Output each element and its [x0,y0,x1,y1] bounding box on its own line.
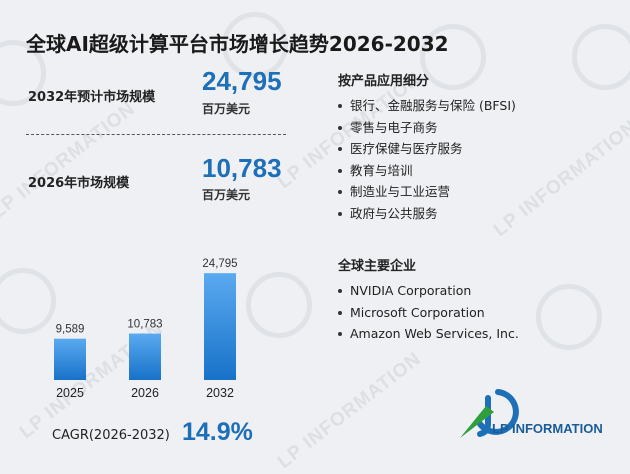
company-item: Microsoft Corporation [338,302,519,324]
stat-unit-2026: 百万美元 [202,188,251,202]
segments-list: 银行、金融服务与保险 (BFSI) 零售与电子商务 医疗保健与医疗服务 教育与培训 制造… [338,95,516,224]
companies-heading: 全球主要企业 [338,259,417,274]
bar-chart: 9,589 2025 10,783 2026 24,795 2032 [54,258,238,400]
bar-value-label: 24,795 [202,258,237,270]
stat-unit-2032: 百万美元 [202,102,251,116]
bar-2032 [204,273,236,380]
segment-item: 零售与电子商务 [338,117,516,139]
page-title: 全球AI超级计算平台市场增长趋势2026-2032 [26,32,449,56]
cagr-label: CAGR(2026-2032) [52,428,170,443]
stat-value-2026: 10,783 [202,153,282,183]
watermark-mark [420,24,486,90]
bar-2025 [54,338,86,380]
stat-value-2032: 24,795 [202,66,282,96]
segment-item: 银行、金融服务与保险 (BFSI) [338,95,516,117]
watermark-mark [536,284,602,350]
bar-2026 [129,333,161,380]
watermark-mark [0,268,56,334]
watermark-mark [246,272,312,338]
segment-item: 政府与公共服务 [338,203,516,225]
x-tick-label: 2025 [56,386,84,400]
companies-list: NVIDIA Corporation Microsoft Corporation A… [338,280,519,345]
stat-label-2032: 2032年预计市场规模 [28,90,156,105]
x-tick-label: 2032 [206,386,234,400]
divider [26,134,286,135]
watermark-mark [0,40,46,106]
segment-item: 医疗保健与医疗服务 [338,138,516,160]
segment-item: 教育与培训 [338,160,516,182]
watermark-mark [572,24,630,90]
company-item: NVIDIA Corporation [338,280,519,302]
brand-logo-icon [460,389,519,438]
bar-value-label: 9,589 [56,324,85,336]
bar-value-label: 10,783 [127,319,162,331]
x-tick-label: 2026 [131,386,159,400]
stat-label-2026: 2026年市场规模 [28,176,130,191]
cagr-value: 14.9% [182,418,253,446]
segment-item: 制造业与工业运营 [338,181,516,203]
company-item: Amazon Web Services, Inc. [338,323,519,345]
segments-heading: 按产品应用细分 [338,74,430,89]
watermark-text: LP INFORMATION [0,98,140,224]
watermark-mark [222,12,288,78]
brand-name: LP INFORMATION [492,421,603,436]
